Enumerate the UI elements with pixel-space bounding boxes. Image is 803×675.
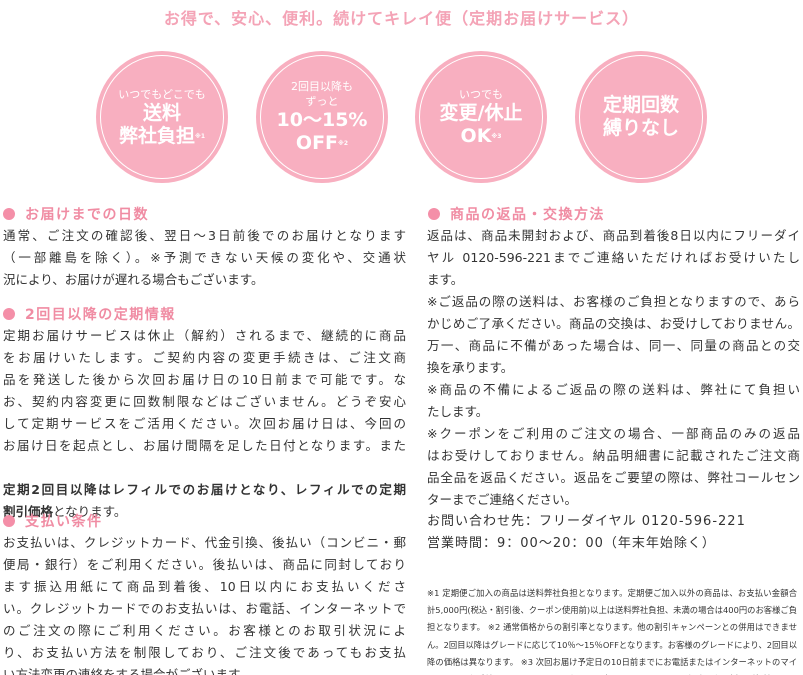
text-line: 返品は、商品未開封および、商品到着後8日以内にフリーダイ — [427, 228, 800, 243]
badge-note: ※2 — [338, 140, 349, 147]
heading-text: 支払い条件 — [25, 514, 103, 530]
text-line: い方法変更の連絡をする場合がございます。 — [3, 667, 252, 675]
tail-text: となります。 — [53, 504, 127, 519]
badge-title: OK — [460, 124, 492, 147]
text-line: ※ご返品の際の送料は、お客様のご負担となりますので、あら — [427, 294, 800, 309]
text-line: 便局・銀行）をご利用ください。後払いは、商品に同封しており — [3, 557, 406, 572]
bold-tail: 割引価格 — [3, 504, 54, 519]
footnotes: ※1 定期便ご加入の商品は送料弊社負担となります。定期便ご加入以外の商品は、お支… — [427, 588, 797, 675]
text-line: 品全品を返品ください。返品をご要望の際は、弊社コールセン — [427, 470, 800, 485]
page-title: お得で、安心、便利。続けてキレイ便（定期お届けサービス） — [163, 9, 640, 28]
delivery-text: 通常、ご注文の確認後、翌日～3日前後でのお届けとなります （一部離島を除く）。※予… — [3, 225, 406, 291]
text-line: お支払いは、クレジットカード、代金引換、後払い（コンビニ・郵 — [3, 535, 406, 550]
text-line: かじめご了承ください。商品の交換は、お受けしておりません。 — [427, 316, 800, 331]
subscription-text: 定期お届けサービスは休止（解約）されるまで、継続的に商品 をお届けいたします。ご契… — [3, 325, 406, 457]
contact-info: お問い合わせ先：フリーダイヤル 0120-596-221 営業時間：9：00～2… — [427, 511, 746, 555]
text-line: 品を発送した後から次回お届け日の10日前まで可能です。な — [3, 372, 406, 387]
badge-caption: ずっと — [305, 95, 339, 108]
text-line: ※商品の不備によるご返品の際の送料は、弊社にて負担い — [427, 382, 800, 397]
contact-phone: お問い合わせ先：フリーダイヤル 0120-596-221 — [427, 514, 746, 529]
text-line: はお受けしておりません。納品明細書に記載されたご注文商 — [427, 448, 800, 463]
text-line: お、契約内容変更に回数制限などはございません。どうぞ安心 — [3, 394, 406, 409]
badge-caption: いつでも — [459, 87, 503, 101]
heading-text: 商品の返品・交換方法 — [450, 207, 605, 223]
bullet-dot-icon — [3, 515, 15, 527]
bullet-dot-icon — [3, 308, 15, 320]
payment-text: お支払いは、クレジットカード、代金引換、後払い（コンビニ・郵 便局・銀行）をご利用… — [3, 532, 406, 675]
badge-free-shipping: いつでもどこでも 送料 弊社負担※1 — [96, 51, 228, 183]
returns-text: 返品は、商品未開封および、商品到着後8日以内にフリーダイ ヤル 0120-596-… — [427, 225, 800, 511]
bullet-dot-icon — [428, 208, 440, 220]
text-line: ターまでご連絡ください。 — [427, 492, 578, 507]
bold-line: 定期2回目以降はレフィルでのお届けとなり、レフィルでの定期 — [3, 482, 406, 497]
badge-title: 変更/休止 — [439, 101, 523, 124]
badge-caption: いつでもどこでも — [118, 87, 206, 101]
badge-title: 送料 — [142, 101, 181, 124]
badge-caption: 2回目以降も — [291, 80, 353, 93]
text-line: をお届けいたします。ご契約内容の変更手続きは、ご注文商 — [3, 350, 406, 365]
badge-title: 定期回数 — [602, 94, 679, 116]
subscription-bold-text: 定期2回目以降はレフィルでのお届けとなり、レフィルでの定期 割引価格となります。 — [3, 479, 406, 523]
section-heading-subscription: 2回目以降の定期情報 — [3, 304, 176, 324]
badge-note: ※3 — [491, 132, 502, 140]
badge-title: 縛りなし — [602, 117, 679, 139]
text-line: ます。 — [427, 272, 464, 287]
section-heading-payment: 支払い条件 — [3, 511, 103, 531]
text-line: 況により、お届けが遅れる場合もございます。 — [3, 272, 264, 287]
text-line: り、お支払い方法を制限しており、ご注文後であってもお支払 — [3, 645, 406, 660]
badge-no-commitment: 定期回数 縛りなし — [575, 51, 707, 183]
badge-title: OFF — [295, 132, 339, 154]
text-line: のご注文の際にご利用ください。お客様とのお取引状況によ — [3, 623, 406, 638]
text-line: ※クーポンをご利用のご注文の場合、一部商品のみの返品 — [427, 426, 800, 441]
badge-note: ※1 — [195, 132, 206, 140]
badge-title: 弊社負担 — [118, 124, 195, 147]
heading-text: 2回目以降の定期情報 — [25, 307, 176, 323]
section-heading-returns: 商品の返品・交換方法 — [428, 204, 605, 224]
text-line: 万一、商品に不備があった場合は、同一、同量の商品との交 — [427, 338, 800, 353]
heading-text: お届けまでの日数 — [25, 207, 149, 223]
text-line: お届け日を起点とし、お届け間隔を足した日付となります。また — [3, 438, 406, 453]
text-line: たします。 — [427, 404, 489, 419]
text-line: 定期お届けサービスは休止（解約）されるまで、継続的に商品 — [3, 328, 406, 343]
badge-discount: 2回目以降も ずっと 10～15% OFF※2 — [256, 51, 388, 183]
business-hours: 営業時間：9：00～20：00（年末年始除く） — [427, 536, 716, 551]
section-heading-delivery: お届けまでの日数 — [3, 204, 149, 224]
bullet-dot-icon — [3, 208, 15, 220]
badge-title: 10～15% — [276, 109, 368, 131]
text-line: ヤル 0120-596-221までご連絡いただければお受けいたし — [427, 250, 800, 265]
text-line: い。クレジットカードでのお支払いは、お電話、インターネットで — [3, 601, 406, 616]
text-line: （一部離島を除く）。※予測できない天候の変化や、交通状 — [3, 250, 406, 265]
text-line: 換を承ります。 — [427, 360, 514, 375]
text-line: して定期サービスをご活用ください。次回お届け日は、今回の — [3, 416, 406, 431]
text-line: ます振込用紙にて商品到着後、10日以内にお支払いくださ — [3, 579, 406, 594]
badge-change-pause: いつでも 変更/休止 OK※3 — [415, 51, 547, 183]
text-line: 通常、ご注文の確認後、翌日～3日前後でのお届けとなります — [3, 228, 406, 243]
